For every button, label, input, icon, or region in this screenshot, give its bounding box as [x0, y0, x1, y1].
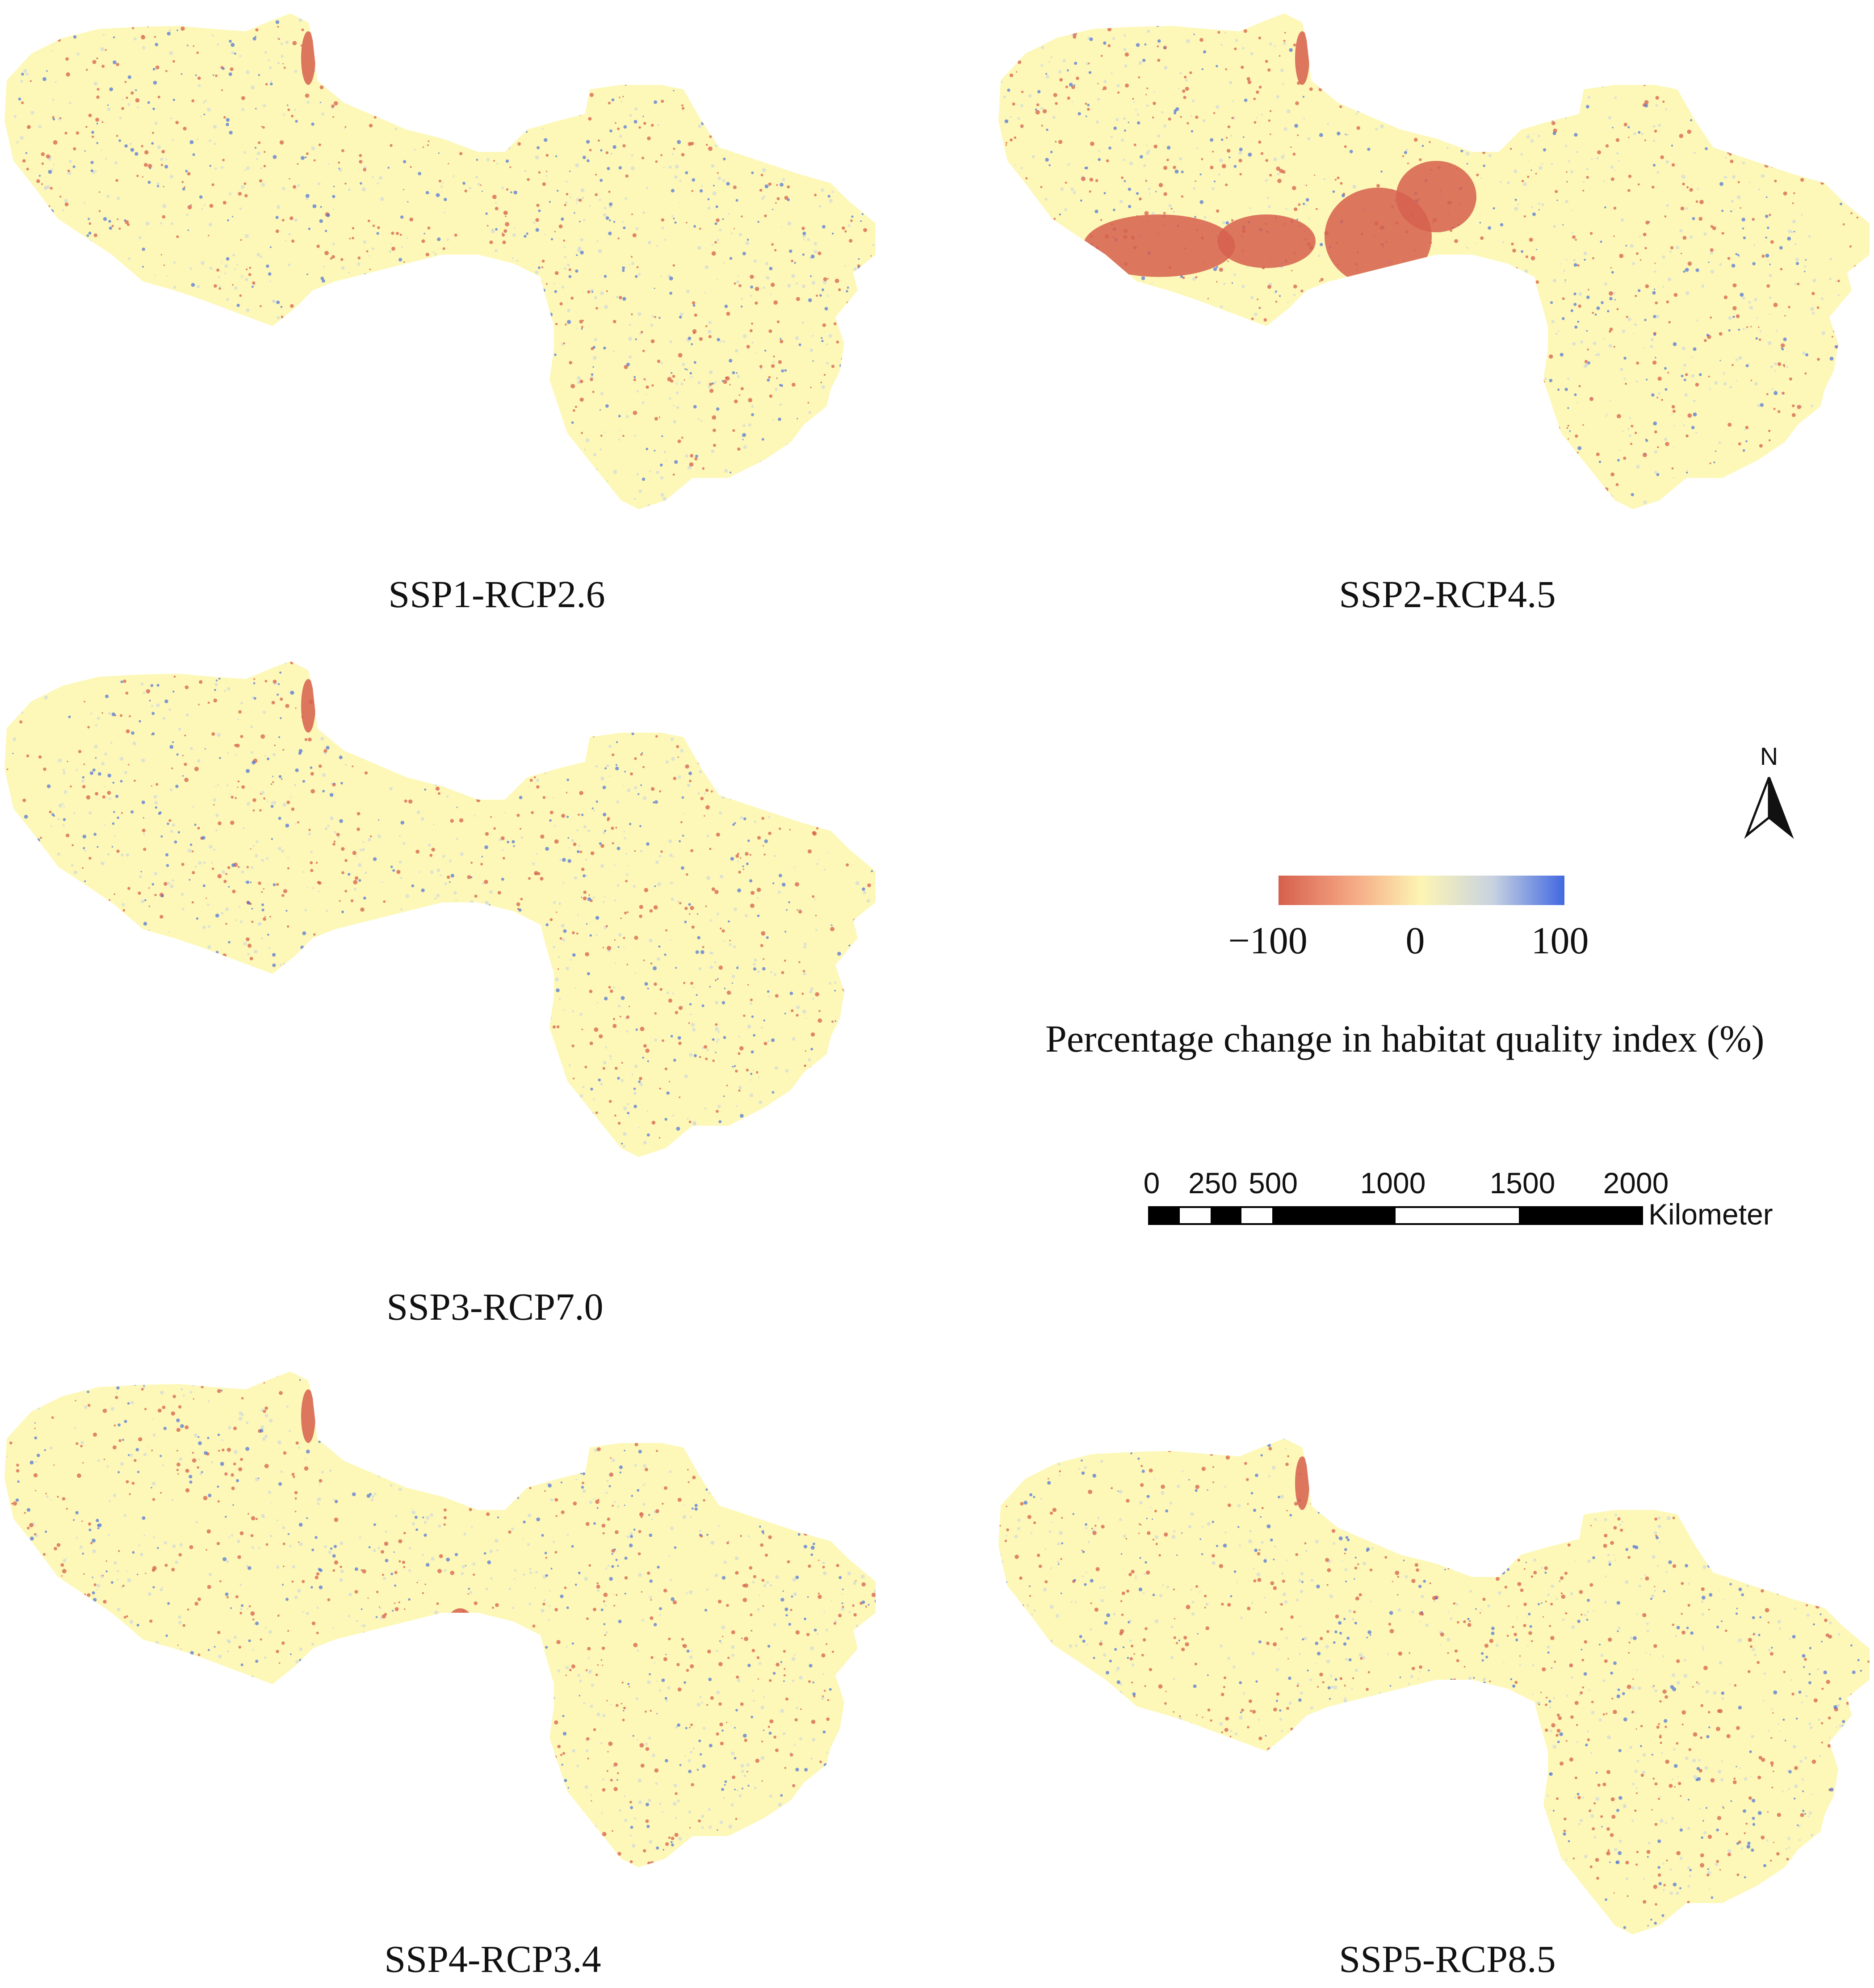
region-outline — [4, 1371, 876, 1867]
map-panel-ssp5 — [998, 1430, 1874, 1934]
map-ssp5 — [998, 1439, 1870, 1934]
map-panel-ssp2 — [998, 4, 1874, 509]
north-letter: N — [1760, 742, 1778, 770]
map-ssp2 — [998, 13, 1870, 509]
map-ssp3 — [4, 661, 876, 1157]
scale-unit: Kilometer — [1648, 1198, 1773, 1231]
region-outline — [4, 661, 876, 1157]
region-outline — [4, 13, 876, 509]
map-panel-ssp4 — [4, 1363, 880, 1867]
legend-max-label: 100 — [1531, 919, 1589, 962]
scale-tick-250: 250 — [1188, 1166, 1238, 1200]
north-arrow-icon — [1744, 777, 1794, 839]
scale-tick-1500: 1500 — [1489, 1166, 1555, 1200]
panel-label-ssp4: SSP4-RCP3.4 — [384, 1938, 601, 1980]
panel-label-ssp1: SSP1-RCP2.6 — [388, 573, 605, 616]
legend-min-label: −100 — [1228, 919, 1308, 962]
map-ssp1 — [4, 13, 876, 509]
scale-tick-500: 500 — [1248, 1166, 1298, 1200]
panel-label-ssp2: SSP2-RCP4.5 — [1339, 573, 1556, 616]
panel-label-ssp5: SSP5-RCP8.5 — [1339, 1938, 1556, 1980]
scale-tick-2000: 2000 — [1603, 1166, 1669, 1200]
panel-label-ssp3: SSP3-RCP7.0 — [386, 1285, 604, 1328]
map-panel-ssp1 — [4, 4, 880, 509]
legend-mid-label: 0 — [1405, 919, 1425, 962]
region-outline — [998, 1439, 1870, 1934]
region-outline — [998, 13, 1870, 509]
map-ssp4 — [4, 1371, 876, 1867]
scale-tick-0: 0 — [1143, 1166, 1160, 1200]
legend-colorbar — [1279, 876, 1564, 905]
legend-title: Percentage change in habitat quality ind… — [1045, 1017, 1765, 1060]
scale-bar — [1148, 1206, 1643, 1225]
map-panel-ssp3 — [4, 652, 880, 1157]
scale-tick-1000: 1000 — [1360, 1166, 1426, 1200]
